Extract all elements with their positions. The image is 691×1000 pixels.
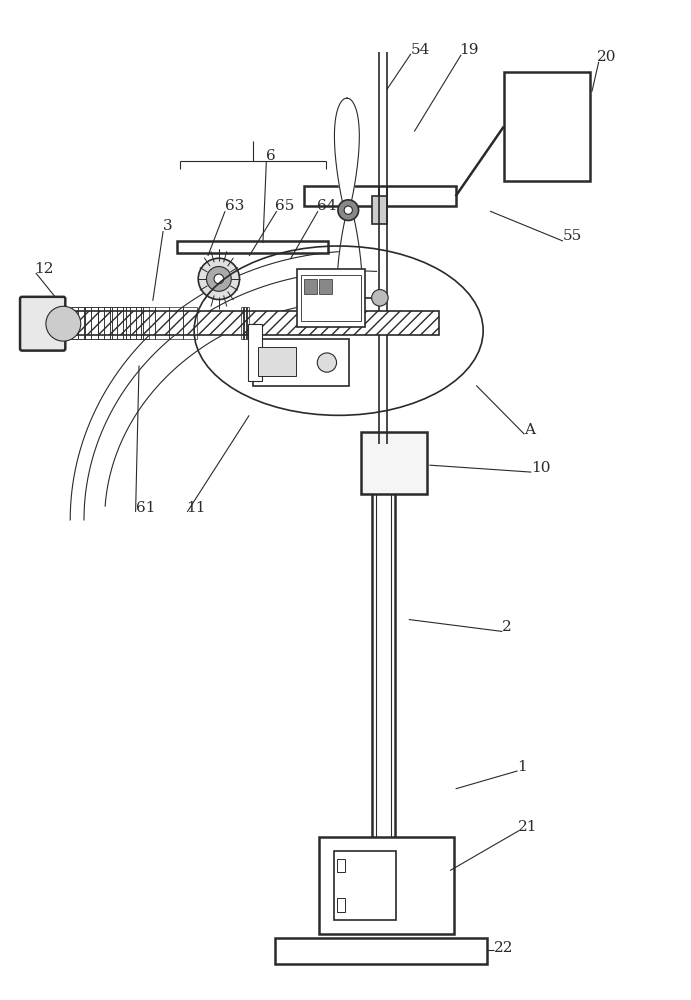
Bar <box>243 307 244 339</box>
Bar <box>72 307 78 339</box>
Bar <box>337 859 345 872</box>
Bar <box>372 444 395 839</box>
Bar <box>53 311 439 335</box>
Bar <box>117 307 124 339</box>
Bar <box>297 269 365 327</box>
Bar <box>372 196 388 224</box>
Text: 19: 19 <box>459 43 479 57</box>
Bar <box>104 307 111 339</box>
Bar <box>136 307 143 339</box>
Text: 64: 64 <box>316 199 336 213</box>
Bar <box>113 307 126 339</box>
Bar <box>246 307 247 339</box>
Circle shape <box>214 274 224 284</box>
Bar <box>275 938 487 964</box>
Bar <box>91 307 97 339</box>
Bar <box>84 307 98 339</box>
Bar <box>241 307 243 339</box>
Bar <box>304 279 316 294</box>
Bar <box>169 307 183 339</box>
Polygon shape <box>334 98 359 213</box>
Bar <box>177 241 328 253</box>
Bar <box>304 186 455 206</box>
Text: 12: 12 <box>35 262 54 276</box>
Text: 10: 10 <box>531 461 551 475</box>
Text: 1: 1 <box>518 760 527 774</box>
Text: 65: 65 <box>275 199 294 213</box>
Bar <box>319 279 332 294</box>
Text: 3: 3 <box>163 219 173 233</box>
FancyBboxPatch shape <box>20 297 66 351</box>
Bar <box>111 307 117 339</box>
Text: 21: 21 <box>518 820 537 834</box>
Circle shape <box>46 306 81 341</box>
Text: 63: 63 <box>225 199 245 213</box>
Bar <box>504 72 590 181</box>
Bar <box>244 307 246 339</box>
Bar <box>247 307 249 339</box>
Bar <box>248 324 261 381</box>
Bar <box>70 307 84 339</box>
Text: 54: 54 <box>411 43 430 57</box>
Bar <box>124 307 130 339</box>
Bar <box>126 307 140 339</box>
Text: 22: 22 <box>493 941 513 955</box>
Bar <box>155 307 169 339</box>
Circle shape <box>338 200 359 220</box>
Bar <box>143 307 149 339</box>
Bar <box>253 339 349 386</box>
Circle shape <box>198 258 240 300</box>
Circle shape <box>372 290 388 306</box>
Text: A: A <box>524 423 536 437</box>
Bar <box>334 851 397 920</box>
Text: 61: 61 <box>135 501 155 515</box>
Bar <box>130 307 136 339</box>
Bar <box>140 307 155 339</box>
Bar <box>84 307 91 339</box>
Text: 2: 2 <box>502 620 512 634</box>
Bar <box>97 307 104 339</box>
Polygon shape <box>337 208 362 322</box>
Bar <box>98 307 113 339</box>
Circle shape <box>207 267 231 291</box>
Text: 20: 20 <box>597 50 616 64</box>
Text: 55: 55 <box>562 229 582 243</box>
Bar <box>361 432 428 494</box>
Bar <box>319 837 454 934</box>
Text: 11: 11 <box>186 501 205 515</box>
Circle shape <box>344 206 352 214</box>
Text: 6: 6 <box>266 149 276 163</box>
Bar <box>301 275 361 321</box>
Bar <box>258 347 296 376</box>
Circle shape <box>317 353 337 372</box>
Bar <box>337 898 345 912</box>
Bar <box>78 307 84 339</box>
Bar <box>183 307 197 339</box>
